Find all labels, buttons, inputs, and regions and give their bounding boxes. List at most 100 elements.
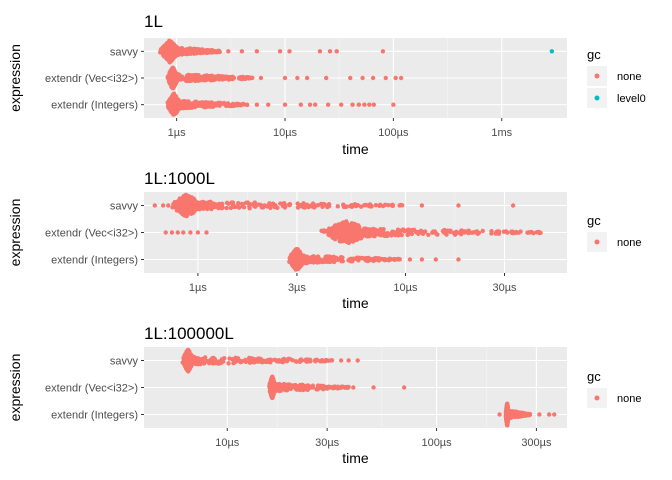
data-point [393,75,398,81]
data-point [312,204,317,209]
data-point [344,204,349,209]
series-0-level0 [549,49,555,54]
legend-swatch [594,395,600,401]
data-point [161,54,167,59]
legend: gc none level0 [587,47,646,108]
legend: gc none [587,213,641,252]
data-point [325,204,330,210]
data-point [239,201,245,207]
data-point [459,231,464,237]
legend-swatch [594,239,600,245]
y-tick-label: extendr (Integers) [51,255,138,267]
data-point [338,254,344,260]
y-axis-label: expression [7,354,23,422]
data-point [521,411,526,416]
data-point [282,205,288,210]
data-point [158,48,164,54]
data-point [339,223,345,228]
data-point [231,103,237,108]
chart-title: 1L [144,12,163,31]
data-point [220,205,225,210]
data-point [307,102,313,107]
data-point [218,75,224,80]
data-point [187,51,193,56]
data-point [293,359,298,364]
data-point [209,73,215,78]
data-point [244,75,249,80]
data-point [355,202,361,208]
data-point [181,230,186,235]
data-point [320,384,326,390]
data-point [334,49,339,54]
data-point [527,412,532,417]
legend-label: none [617,237,641,249]
data-point [398,75,404,81]
data-point [307,385,312,391]
data-point [184,356,189,361]
data-point [188,103,194,109]
data-point [185,368,191,373]
data-point [552,412,557,417]
data-point [549,49,555,54]
data-point [370,257,376,262]
data-point [169,98,175,103]
data-point [405,232,410,237]
data-point [339,237,344,243]
data-point [182,99,187,104]
data-point [206,199,212,205]
data-point [295,75,300,81]
data-point [184,76,189,81]
data-point [332,237,338,242]
data-point [247,356,253,362]
x-tick-label: 100µs [378,127,409,139]
data-point [184,101,189,107]
data-point [308,259,313,265]
data-point [371,102,377,107]
data-point [167,56,173,61]
x-tick-label: 1ms [491,127,512,139]
data-point [192,101,197,107]
data-point [389,230,395,235]
data-point [188,210,193,215]
data-point [183,363,189,369]
x-tick-label: 100µs [421,437,452,449]
data-point [214,74,220,79]
x-tick-label: 3µs [288,282,306,294]
data-point [177,46,183,51]
data-point [289,259,294,264]
data-point [204,230,209,235]
data-point [280,359,286,365]
data-point [277,388,282,393]
data-point [201,104,206,110]
legend: gc none [587,369,641,408]
data-point [282,102,288,107]
data-point [448,228,453,233]
data-point [272,381,278,387]
data-point [351,256,356,261]
data-point [341,234,347,240]
data-point [230,200,236,205]
data-point [378,202,383,208]
data-point [175,207,181,213]
data-point [308,357,313,363]
data-point [319,228,324,233]
data-point [278,201,283,206]
data-point [367,204,373,209]
data-point [272,357,277,362]
data-point [367,102,372,107]
data-point [327,49,333,54]
data-point [473,229,478,235]
data-point [340,259,345,264]
data-point [362,203,367,208]
data-point [371,231,377,236]
y-tick-label: savvy [110,46,139,58]
data-point [210,100,216,106]
data-point [455,230,460,235]
data-point [364,232,369,238]
data-point [324,75,329,81]
data-point [166,203,171,208]
data-point [354,255,360,260]
data-point [209,358,215,363]
data-point [459,228,464,233]
data-point [181,50,187,55]
